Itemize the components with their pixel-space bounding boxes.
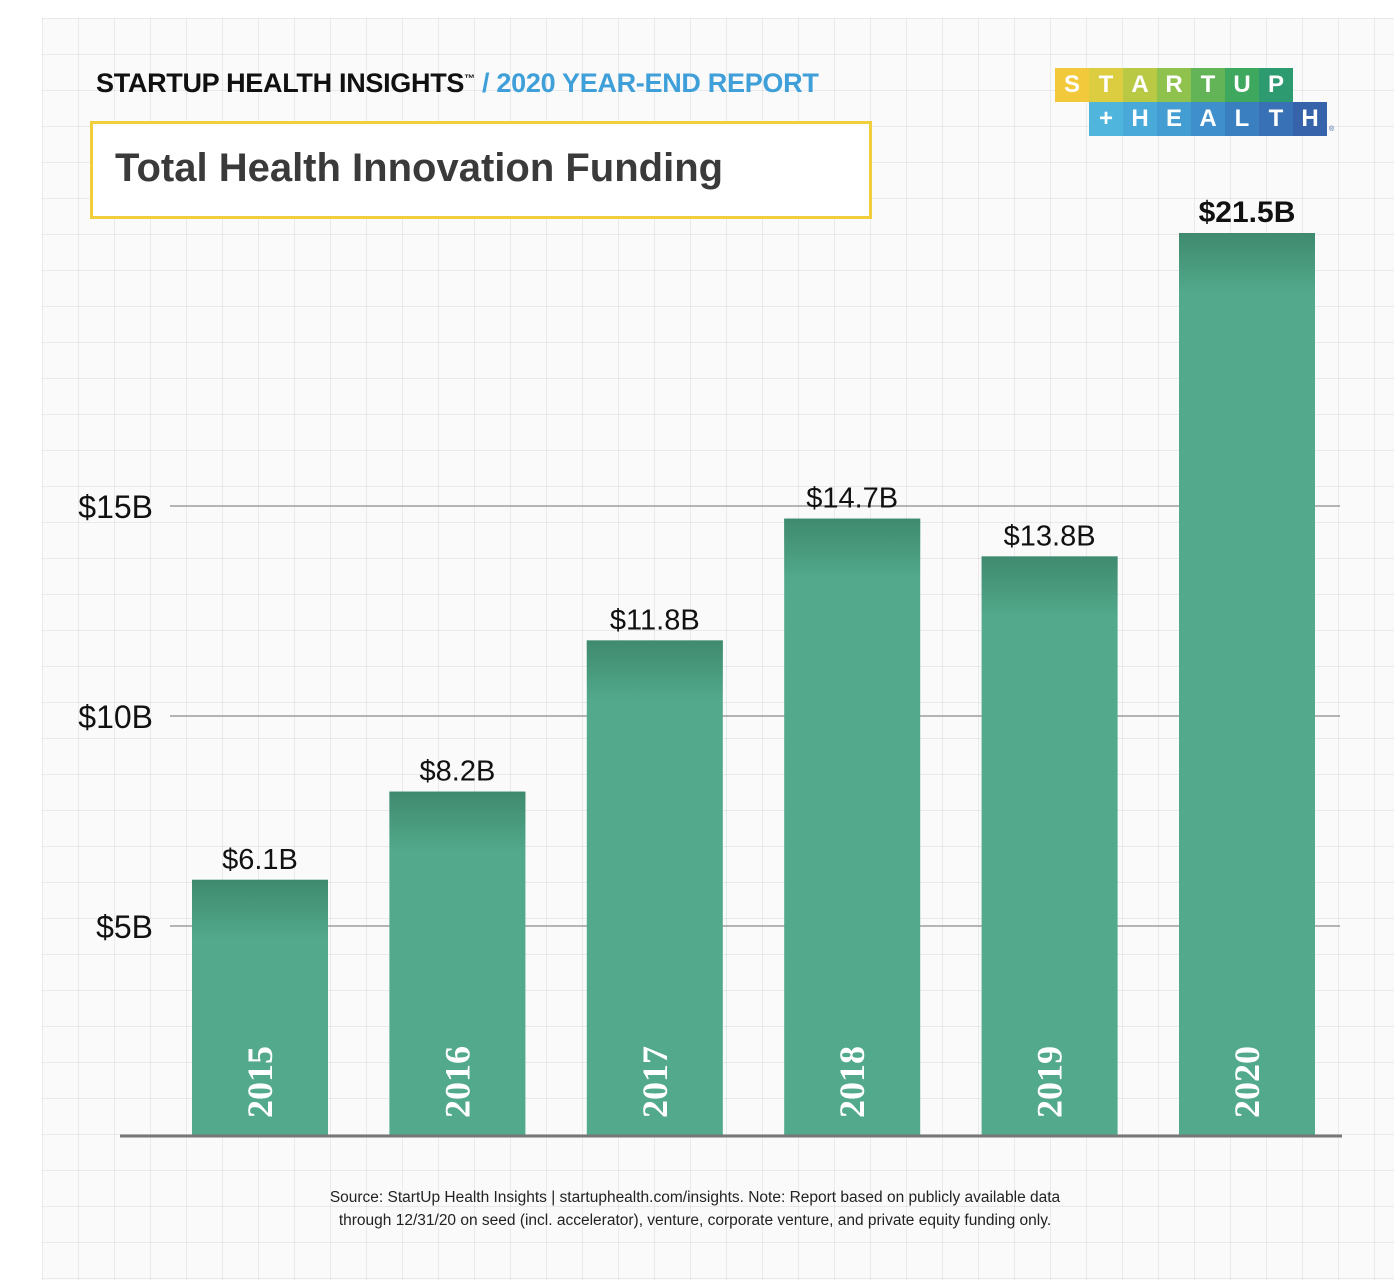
data-label-1: $8.2B — [420, 756, 496, 788]
logo-letter-health-5: T — [1259, 102, 1293, 136]
logo-letter-health-4: L — [1225, 102, 1259, 136]
category-labels: 2015 2016 2017 2018 2019 2020 — [240, 1046, 1267, 1118]
bar-group-4 — [981, 556, 1118, 1136]
bar-group-1 — [389, 791, 526, 1136]
logo-letter-health-0: + — [1089, 102, 1123, 136]
category-label-4: 2019 — [1030, 1046, 1070, 1118]
logo-letter-startup-1: T — [1089, 68, 1123, 102]
bar-3 — [784, 518, 921, 1136]
logo-letter-startup-0: S — [1055, 68, 1089, 102]
chart-title: Total Health Innovation Funding — [115, 146, 724, 190]
logo-letter-startup-2: A — [1123, 68, 1157, 102]
bar-group-5 — [1179, 233, 1315, 1136]
logo-row-health: + H E A L T H — [1089, 102, 1327, 136]
trademark-mark: ™ — [464, 73, 475, 85]
logo-letter-health-6: H — [1293, 102, 1327, 136]
bar-top-shade-4 — [981, 556, 1118, 617]
gridlines — [170, 505, 1340, 927]
y-tick-label-1: $10B — [78, 699, 153, 735]
data-label-3: $14.7B — [806, 483, 898, 515]
logo-letter-startup-3: R — [1157, 68, 1191, 102]
data-label-4: $13.8B — [1004, 520, 1096, 552]
logo-letter-startup-5: U — [1225, 68, 1259, 102]
category-label-5: 2020 — [1227, 1046, 1267, 1118]
report-subtitle: / 2020 YEAR-END REPORT — [482, 68, 819, 98]
data-labels: $6.1B $8.2B $11.8B $14.7B $13.8B $21.5B — [222, 196, 1295, 876]
bar-group-3 — [784, 518, 921, 1136]
source-line-2: through 12/31/20 on seed (incl. accelera… — [338, 1212, 1052, 1229]
y-axis-tick-labels: $5B $10B $15B — [78, 489, 153, 945]
logo-letter-startup-4: T — [1191, 68, 1225, 102]
logo-letter-health-1: H — [1123, 102, 1157, 136]
bar-4 — [981, 556, 1118, 1136]
bar-top-shade-3 — [784, 518, 921, 579]
logo-letter-health-2: E — [1157, 102, 1191, 136]
y-tick-label-2: $15B — [78, 489, 153, 525]
data-label-0: $6.1B — [222, 844, 298, 876]
category-label-1: 2016 — [437, 1046, 477, 1118]
y-tick-label-0: $5B — [96, 909, 153, 945]
bar-group-0 — [192, 879, 328, 1136]
source-note: Source: StartUp Health Insights | startu… — [300, 1186, 1090, 1232]
category-label-2: 2017 — [635, 1046, 675, 1118]
chart-title-box: Total Health Innovation Funding — [90, 121, 872, 219]
data-label-5: $21.5B — [1199, 196, 1296, 229]
bars — [192, 233, 1315, 1136]
source-line-1: Source: StartUp Health Insights | startu… — [329, 1189, 1061, 1206]
report-header: STARTUP HEALTH INSIGHTS™ / 2020 YEAR-END… — [96, 68, 819, 99]
brand-title: STARTUP HEALTH INSIGHTS — [96, 68, 465, 98]
bar-group-2 — [586, 640, 723, 1136]
bar-top-shade-5 — [1179, 233, 1315, 293]
bar-5 — [1179, 233, 1315, 1136]
logo-letter-health-3: A — [1191, 102, 1225, 136]
category-label-0: 2015 — [240, 1046, 280, 1118]
category-label-3: 2018 — [832, 1046, 872, 1118]
bar-top-shade-1 — [389, 791, 526, 852]
logo-letter-startup-6: P — [1259, 68, 1293, 102]
bar-top-shade-0 — [192, 879, 328, 940]
bar-top-shade-2 — [586, 640, 723, 701]
registered-mark: ® — [1329, 126, 1335, 133]
bar-2 — [586, 640, 723, 1136]
data-label-2: $11.8B — [610, 604, 700, 636]
